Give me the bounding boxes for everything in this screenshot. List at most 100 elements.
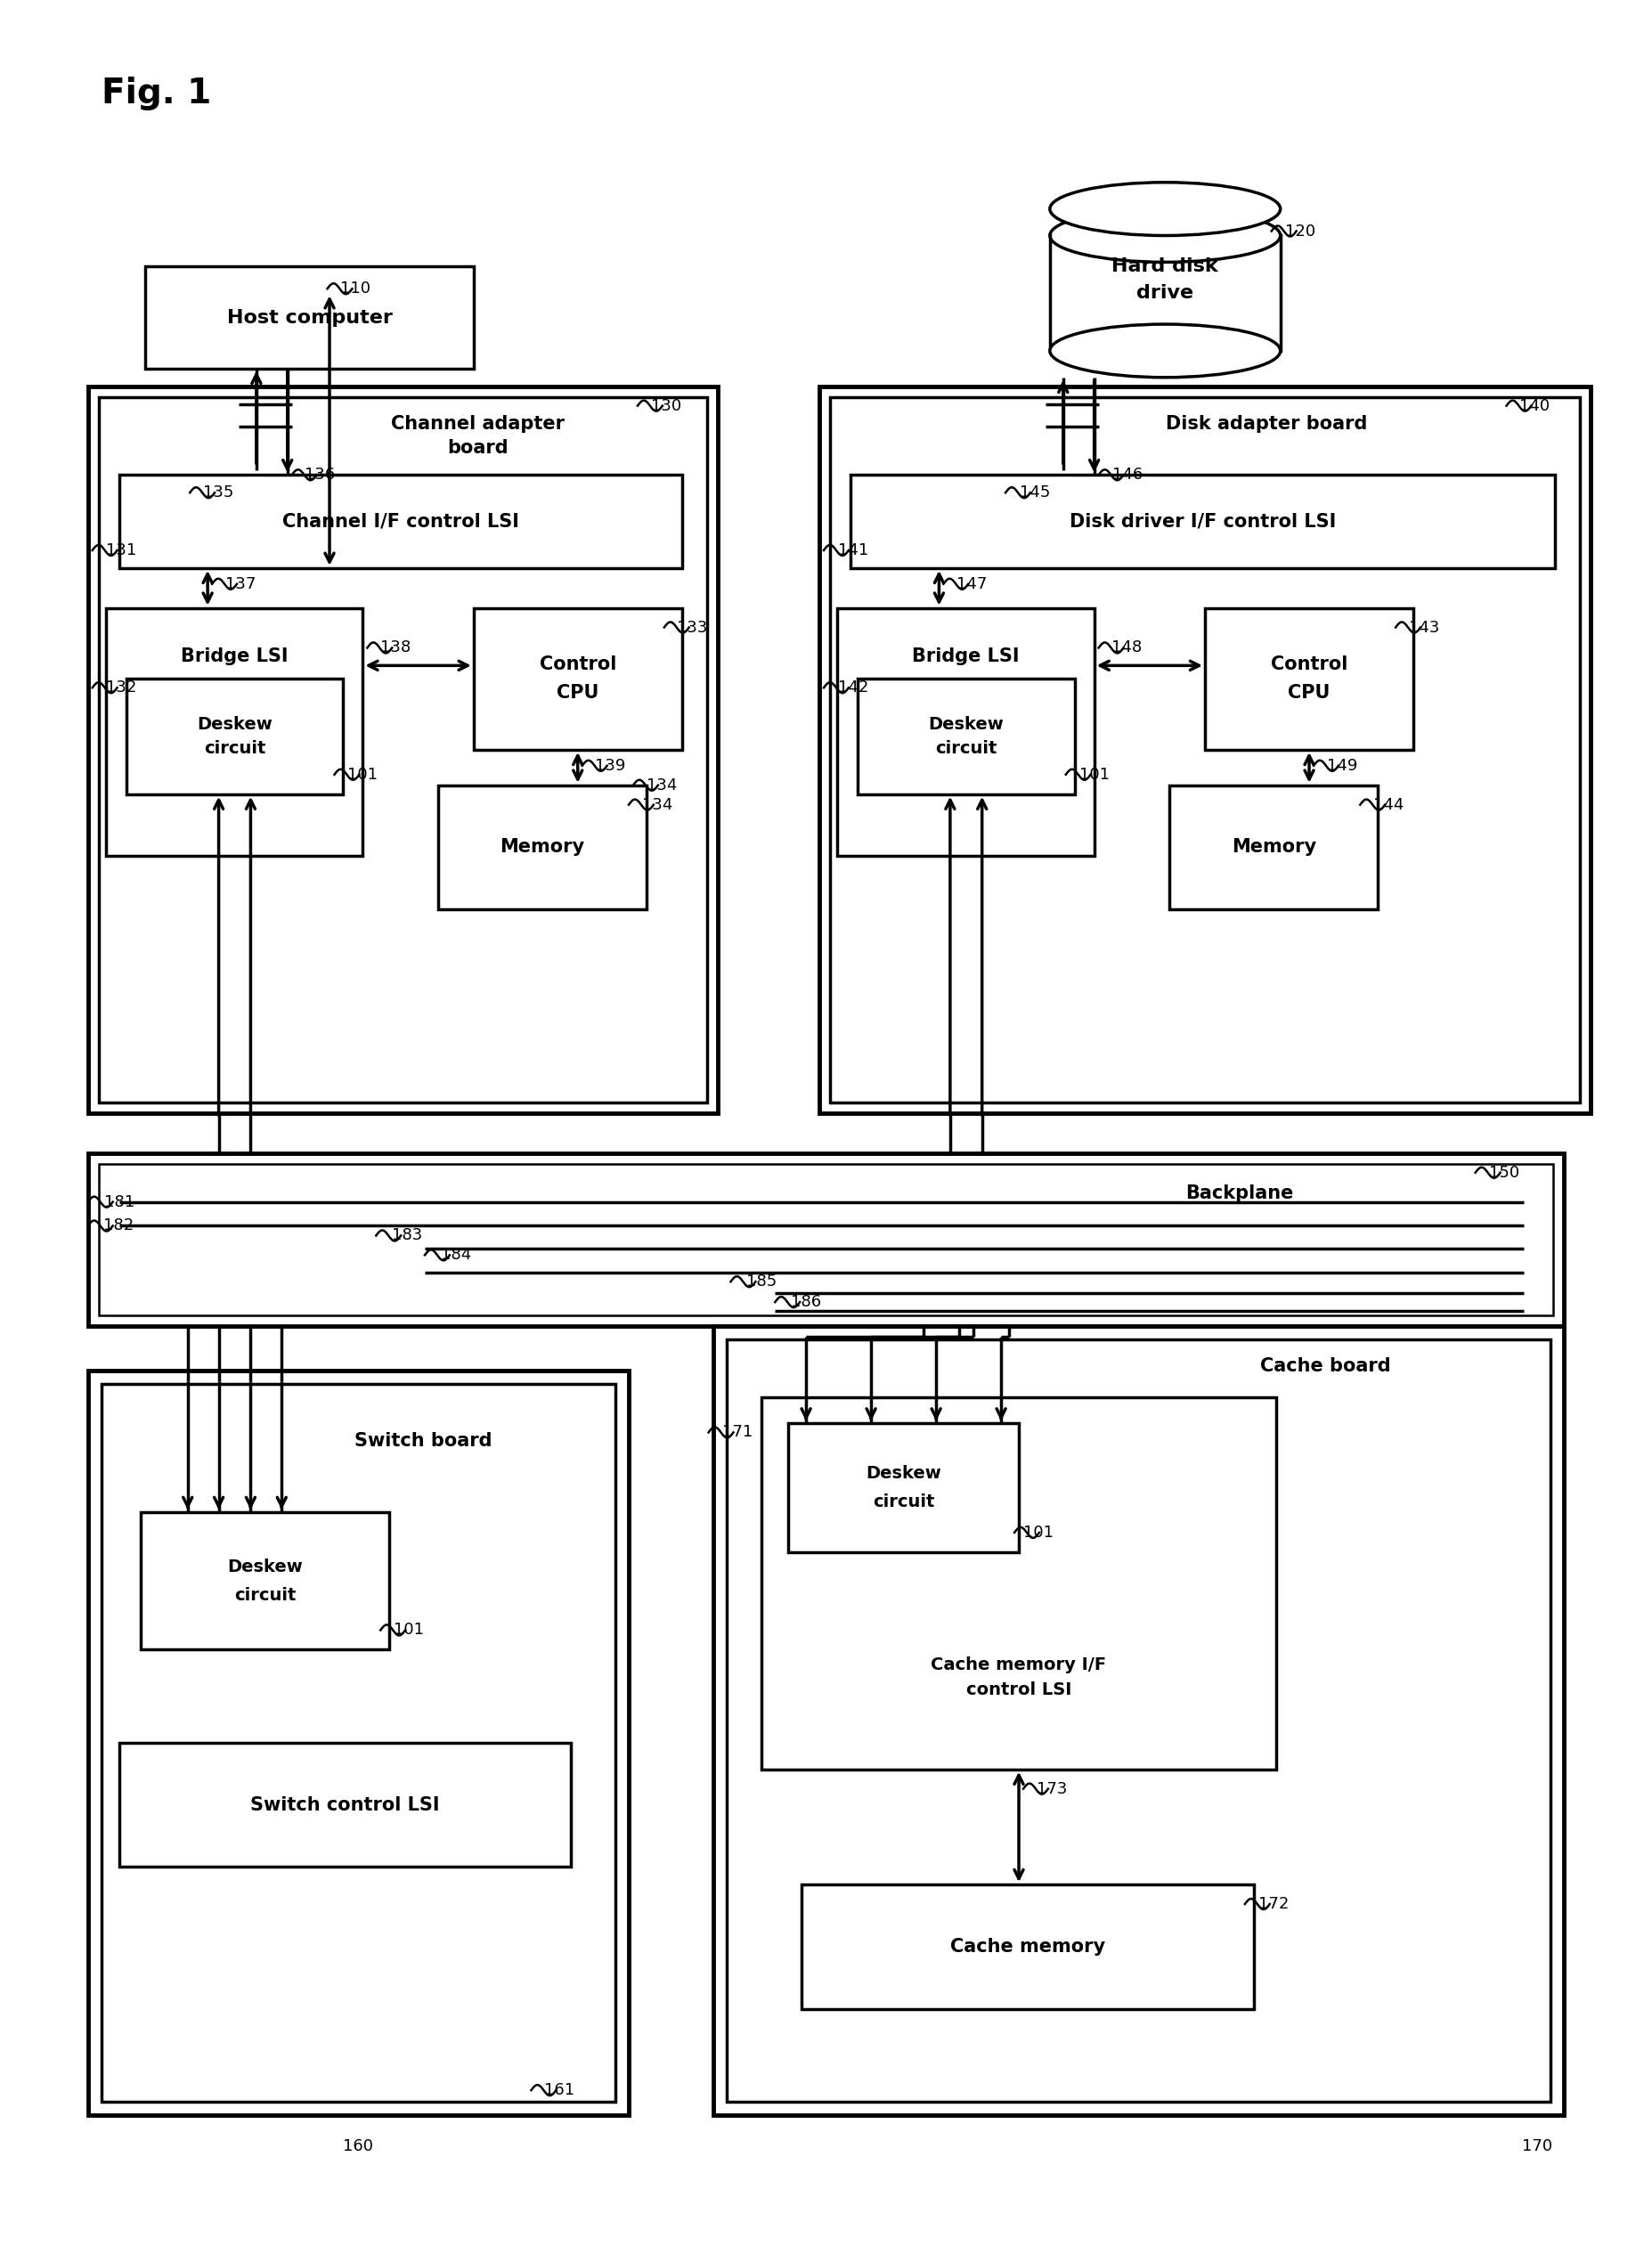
Text: Memory: Memory [501, 838, 585, 856]
Text: 182: 182 [104, 1217, 134, 1233]
Text: Disk adapter board: Disk adapter board [1166, 416, 1368, 433]
Text: Channel I/F control LSI: Channel I/F control LSI [282, 512, 519, 530]
Text: 136: 136 [306, 467, 335, 483]
Ellipse shape [1051, 209, 1280, 263]
Bar [474, 609, 682, 750]
Text: Deskew: Deskew [866, 1464, 942, 1482]
Bar [1204, 609, 1414, 750]
Bar [101, 1384, 616, 2102]
Bar [119, 1743, 572, 1866]
Bar [88, 386, 717, 1114]
Bar [762, 1397, 1275, 1770]
Text: 131: 131 [106, 541, 137, 559]
Text: control LSI: control LSI [966, 1682, 1072, 1698]
Text: circuit: circuit [872, 1494, 935, 1512]
Text: Switch control LSI: Switch control LSI [251, 1797, 439, 1815]
Text: 110: 110 [340, 281, 370, 296]
Bar [126, 678, 344, 795]
Text: 132: 132 [106, 681, 137, 696]
Text: 101: 101 [1023, 1525, 1054, 1541]
Text: 183: 183 [392, 1229, 423, 1244]
Text: Channel adapter: Channel adapter [392, 416, 565, 433]
Text: 142: 142 [838, 681, 869, 696]
Text: 134: 134 [646, 777, 677, 793]
Text: Cache board: Cache board [1260, 1357, 1391, 1375]
Text: 101: 101 [1079, 766, 1110, 782]
Text: 135: 135 [203, 485, 233, 501]
Text: board: board [448, 440, 509, 458]
Text: 134: 134 [643, 797, 672, 813]
Text: Deskew: Deskew [228, 1559, 302, 1574]
Text: circuit: circuit [203, 741, 266, 757]
Bar [88, 1152, 1564, 1325]
Bar [829, 398, 1579, 1103]
Text: 172: 172 [1257, 1896, 1289, 1911]
Text: 137: 137 [225, 575, 256, 593]
Text: 130: 130 [651, 398, 681, 413]
Text: 186: 186 [791, 1294, 821, 1309]
Bar [88, 1370, 629, 2116]
Text: Switch board: Switch board [355, 1433, 492, 1451]
Bar [727, 1339, 1551, 2102]
Text: Disk driver I/F control LSI: Disk driver I/F control LSI [1069, 512, 1336, 530]
Bar [106, 609, 363, 856]
Bar [838, 609, 1094, 856]
Text: Memory: Memory [1231, 838, 1317, 856]
Text: drive: drive [1137, 285, 1194, 301]
Text: Fig. 1: Fig. 1 [101, 76, 211, 110]
Bar [788, 1424, 1019, 1552]
Text: circuit: circuit [935, 741, 996, 757]
Text: Deskew: Deskew [928, 716, 1004, 732]
Text: Backplane: Backplane [1184, 1184, 1294, 1202]
Bar [857, 678, 1075, 795]
Ellipse shape [1051, 323, 1280, 377]
Text: Bridge LSI: Bridge LSI [912, 647, 1019, 665]
Text: 149: 149 [1327, 757, 1358, 773]
Bar [140, 1512, 390, 1649]
Text: 160: 160 [344, 2138, 373, 2154]
Text: 138: 138 [380, 640, 411, 656]
Text: 133: 133 [677, 620, 707, 636]
Text: 141: 141 [838, 541, 869, 559]
Bar [819, 386, 1591, 1114]
Text: 171: 171 [722, 1424, 753, 1440]
Text: 150: 150 [1488, 1166, 1518, 1181]
Text: Cache memory I/F: Cache memory I/F [932, 1658, 1107, 1673]
Bar [99, 398, 707, 1103]
Bar [714, 1325, 1564, 2116]
Text: 181: 181 [104, 1195, 134, 1211]
Text: CPU: CPU [1289, 685, 1330, 703]
Text: 101: 101 [347, 766, 378, 782]
Ellipse shape [1051, 182, 1280, 236]
Text: 139: 139 [595, 757, 626, 773]
Bar [438, 786, 646, 910]
Text: Bridge LSI: Bridge LSI [180, 647, 287, 665]
Text: Control: Control [1270, 656, 1348, 674]
Text: 173: 173 [1036, 1781, 1067, 1797]
Text: 143: 143 [1409, 620, 1439, 636]
Text: 144: 144 [1373, 797, 1404, 813]
Bar [99, 1163, 1553, 1316]
Text: Hard disk: Hard disk [1112, 258, 1219, 276]
Text: 185: 185 [747, 1273, 776, 1289]
Bar [851, 474, 1555, 568]
Text: Control: Control [539, 656, 616, 674]
Text: 145: 145 [1019, 485, 1051, 501]
Text: 184: 184 [441, 1247, 471, 1262]
Text: Deskew: Deskew [197, 716, 273, 732]
Bar [801, 1884, 1254, 2008]
Text: CPU: CPU [557, 685, 600, 703]
Text: 147: 147 [957, 575, 988, 593]
Text: Cache memory: Cache memory [950, 1938, 1105, 1956]
Text: 170: 170 [1521, 2138, 1553, 2154]
Text: 161: 161 [545, 2082, 575, 2098]
Text: 146: 146 [1113, 467, 1143, 483]
Text: circuit: circuit [235, 1586, 296, 1604]
Bar [119, 474, 682, 568]
Text: 120: 120 [1285, 222, 1315, 238]
Text: Host computer: Host computer [226, 308, 392, 326]
Bar [1170, 786, 1378, 910]
Text: 101: 101 [393, 1622, 425, 1637]
Text: 148: 148 [1112, 640, 1142, 656]
Bar [145, 267, 474, 368]
